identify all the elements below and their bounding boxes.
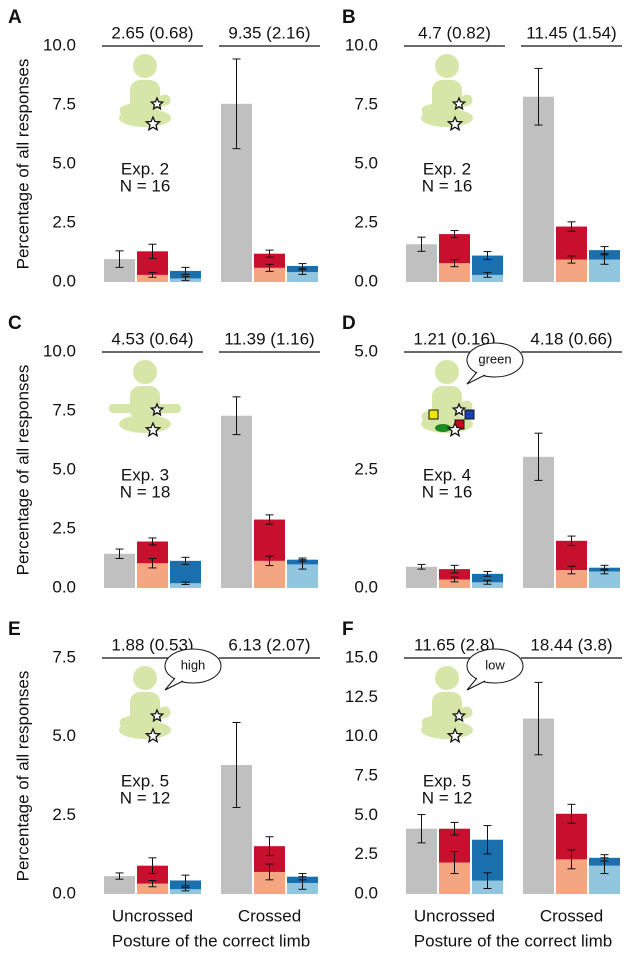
y-tick-label: 5.0	[354, 805, 378, 824]
sample-size: N = 16	[120, 176, 171, 195]
y-tick-label: 2.5	[354, 844, 378, 863]
bar-segment	[221, 416, 252, 588]
group-stat: 6.13 (2.07)	[228, 635, 310, 654]
participant-icon	[119, 54, 172, 130]
icon-head	[133, 666, 157, 690]
bubble-text: low	[485, 657, 505, 672]
y-tick-label: 2.5	[354, 459, 378, 478]
y-tick-label: 7.5	[354, 94, 378, 113]
x-axis-label: Posture of the correct limb	[414, 931, 612, 950]
icon-head	[133, 54, 157, 78]
y-tick-label: 0.0	[354, 577, 378, 596]
y-tick-label: 5.0	[354, 341, 378, 360]
y-tick-label: 7.5	[354, 765, 378, 784]
participant-icon	[109, 360, 181, 436]
y-tick-label: 0.0	[52, 271, 76, 290]
group-stat: 4.18 (0.66)	[530, 329, 612, 348]
y-tick-label: 7.5	[52, 400, 76, 419]
icon-arms	[109, 404, 181, 413]
panel-letter: F	[342, 619, 354, 640]
bar-segment	[439, 234, 470, 263]
y-axis-label: Percentage of all responses	[13, 365, 32, 576]
group-stat: 18.44 (3.8)	[530, 635, 612, 654]
x-tick-label: Crossed	[238, 906, 301, 925]
y-tick-label: 5.0	[354, 153, 378, 172]
icon-key	[429, 410, 438, 419]
participant-icon	[119, 649, 221, 742]
y-tick-label: 0.0	[354, 271, 378, 290]
participant-icon	[421, 54, 474, 130]
y-tick-label: 10.0	[43, 341, 76, 360]
y-tick-label: 0.0	[52, 883, 76, 902]
y-tick-label: 5.0	[52, 153, 76, 172]
figure: A Percentage of all responses 0.0 2.5 5.0 7.5…	[0, 0, 628, 954]
y-tick-label: 0.0	[52, 577, 76, 596]
bar-segment	[406, 567, 437, 588]
y-tick-label: 10.0	[345, 726, 378, 745]
sample-size: N = 16	[422, 176, 473, 195]
icon-head	[435, 54, 459, 78]
participant-icon	[421, 649, 523, 742]
y-tick-label: 10.0	[43, 35, 76, 54]
icon-head	[435, 360, 459, 384]
y-tick-label: 10.0	[345, 35, 378, 54]
x-tick-label: Uncrossed	[414, 906, 495, 925]
sample-size: N = 18	[120, 482, 171, 501]
y-axis-label: Percentage of all responses	[13, 671, 32, 882]
y-tick-label: 5.0	[52, 726, 76, 745]
panel-letter: E	[8, 619, 21, 640]
panel-letter: B	[342, 7, 356, 28]
group-stat: 2.65 (0.68)	[111, 23, 193, 42]
y-tick-label: 2.5	[52, 212, 76, 231]
icon-legs	[421, 721, 473, 739]
y-tick-label: 2.5	[354, 212, 378, 231]
y-tick-label: 7.5	[52, 647, 76, 666]
y-tick-label: 2.5	[52, 805, 76, 824]
bubble-text: green	[478, 351, 511, 366]
y-tick-label: 0.0	[354, 883, 378, 902]
icon-key	[465, 410, 474, 419]
sample-size: N = 12	[120, 788, 171, 807]
x-tick-label: Crossed	[540, 906, 603, 925]
group-stat: 11.45 (1.54)	[526, 23, 616, 42]
y-tick-label: 5.0	[52, 459, 76, 478]
panel-letter: A	[8, 7, 22, 28]
group-stat: 4.7 (0.82)	[418, 23, 491, 42]
group-stat: 9.35 (2.16)	[228, 23, 310, 42]
x-axis-label: Posture of the correct limb	[112, 931, 310, 950]
group-stat: 11.39 (1.16)	[224, 329, 314, 348]
icon-head	[435, 666, 459, 690]
y-tick-label: 15.0	[345, 647, 378, 666]
bar-segment	[254, 520, 285, 561]
y-tick-label: 2.5	[52, 518, 76, 537]
y-axis-label: Percentage of all responses	[13, 59, 32, 270]
panel-letter: D	[342, 313, 356, 334]
icon-legs	[119, 415, 171, 433]
y-tick-label: 12.5	[345, 687, 378, 706]
bubble-text: high	[181, 657, 206, 672]
y-tick-label: 7.5	[52, 94, 76, 113]
sample-size: N = 16	[422, 482, 473, 501]
x-tick-label: Uncrossed	[112, 906, 193, 925]
icon-legs	[119, 109, 171, 127]
sample-size: N = 12	[422, 788, 473, 807]
icon-body	[130, 386, 160, 420]
icon-head	[133, 360, 157, 384]
panel-letter: C	[8, 313, 22, 334]
icon-legs	[119, 721, 171, 739]
icon-legs	[421, 109, 473, 127]
group-stat: 4.53 (0.64)	[111, 329, 193, 348]
